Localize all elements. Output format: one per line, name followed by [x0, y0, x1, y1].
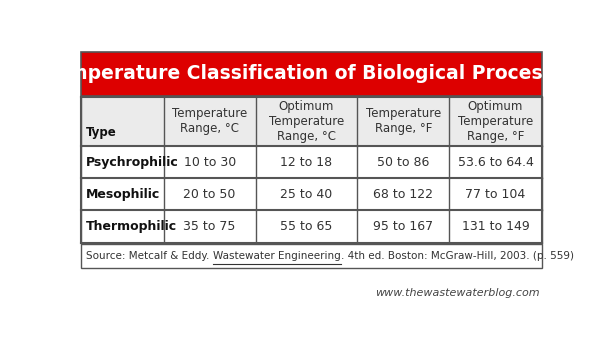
Text: 95 to 167: 95 to 167 — [373, 220, 433, 233]
Text: Type: Type — [86, 126, 117, 139]
Text: Thermophilic: Thermophilic — [86, 220, 177, 233]
Text: Psychrophilic: Psychrophilic — [86, 155, 179, 169]
Text: 10 to 30: 10 to 30 — [183, 155, 236, 169]
Text: 68 to 122: 68 to 122 — [373, 188, 433, 201]
Bar — [81, 97, 541, 146]
Text: 131 to 149: 131 to 149 — [461, 220, 529, 233]
Text: 12 to 18: 12 to 18 — [280, 155, 333, 169]
Text: 77 to 104: 77 to 104 — [466, 188, 526, 201]
Text: Temperature
Range, °F: Temperature Range, °F — [365, 107, 441, 135]
Text: Mesophilic: Mesophilic — [86, 188, 160, 201]
Text: www.thewastewaterblog.com: www.thewastewaterblog.com — [375, 288, 539, 298]
Bar — [81, 210, 541, 243]
Text: 25 to 40: 25 to 40 — [280, 188, 333, 201]
Text: Temperature Classification of Biological Processes: Temperature Classification of Biological… — [45, 64, 577, 83]
Text: Optimum
Temperature
Range, °F: Optimum Temperature Range, °F — [458, 100, 533, 143]
Text: Optimum
Temperature
Range, °C: Optimum Temperature Range, °C — [269, 100, 344, 143]
Text: Wastewater Engineering: Wastewater Engineering — [213, 251, 341, 261]
Bar — [81, 146, 541, 178]
Text: 53.6 to 64.4: 53.6 to 64.4 — [458, 155, 534, 169]
Text: 35 to 75: 35 to 75 — [183, 220, 236, 233]
Text: Source: Metcalf & Eddy.: Source: Metcalf & Eddy. — [86, 251, 213, 261]
Bar — [81, 178, 541, 210]
Text: 20 to 50: 20 to 50 — [183, 188, 236, 201]
Text: 55 to 65: 55 to 65 — [280, 220, 333, 233]
Text: 50 to 86: 50 to 86 — [377, 155, 430, 169]
Bar — [81, 52, 541, 95]
Text: Temperature
Range, °C: Temperature Range, °C — [172, 107, 247, 135]
Text: . 4th ed. Boston: McGraw-Hill, 2003. (p. 559): . 4th ed. Boston: McGraw-Hill, 2003. (p.… — [341, 251, 574, 261]
Bar — [81, 244, 541, 268]
